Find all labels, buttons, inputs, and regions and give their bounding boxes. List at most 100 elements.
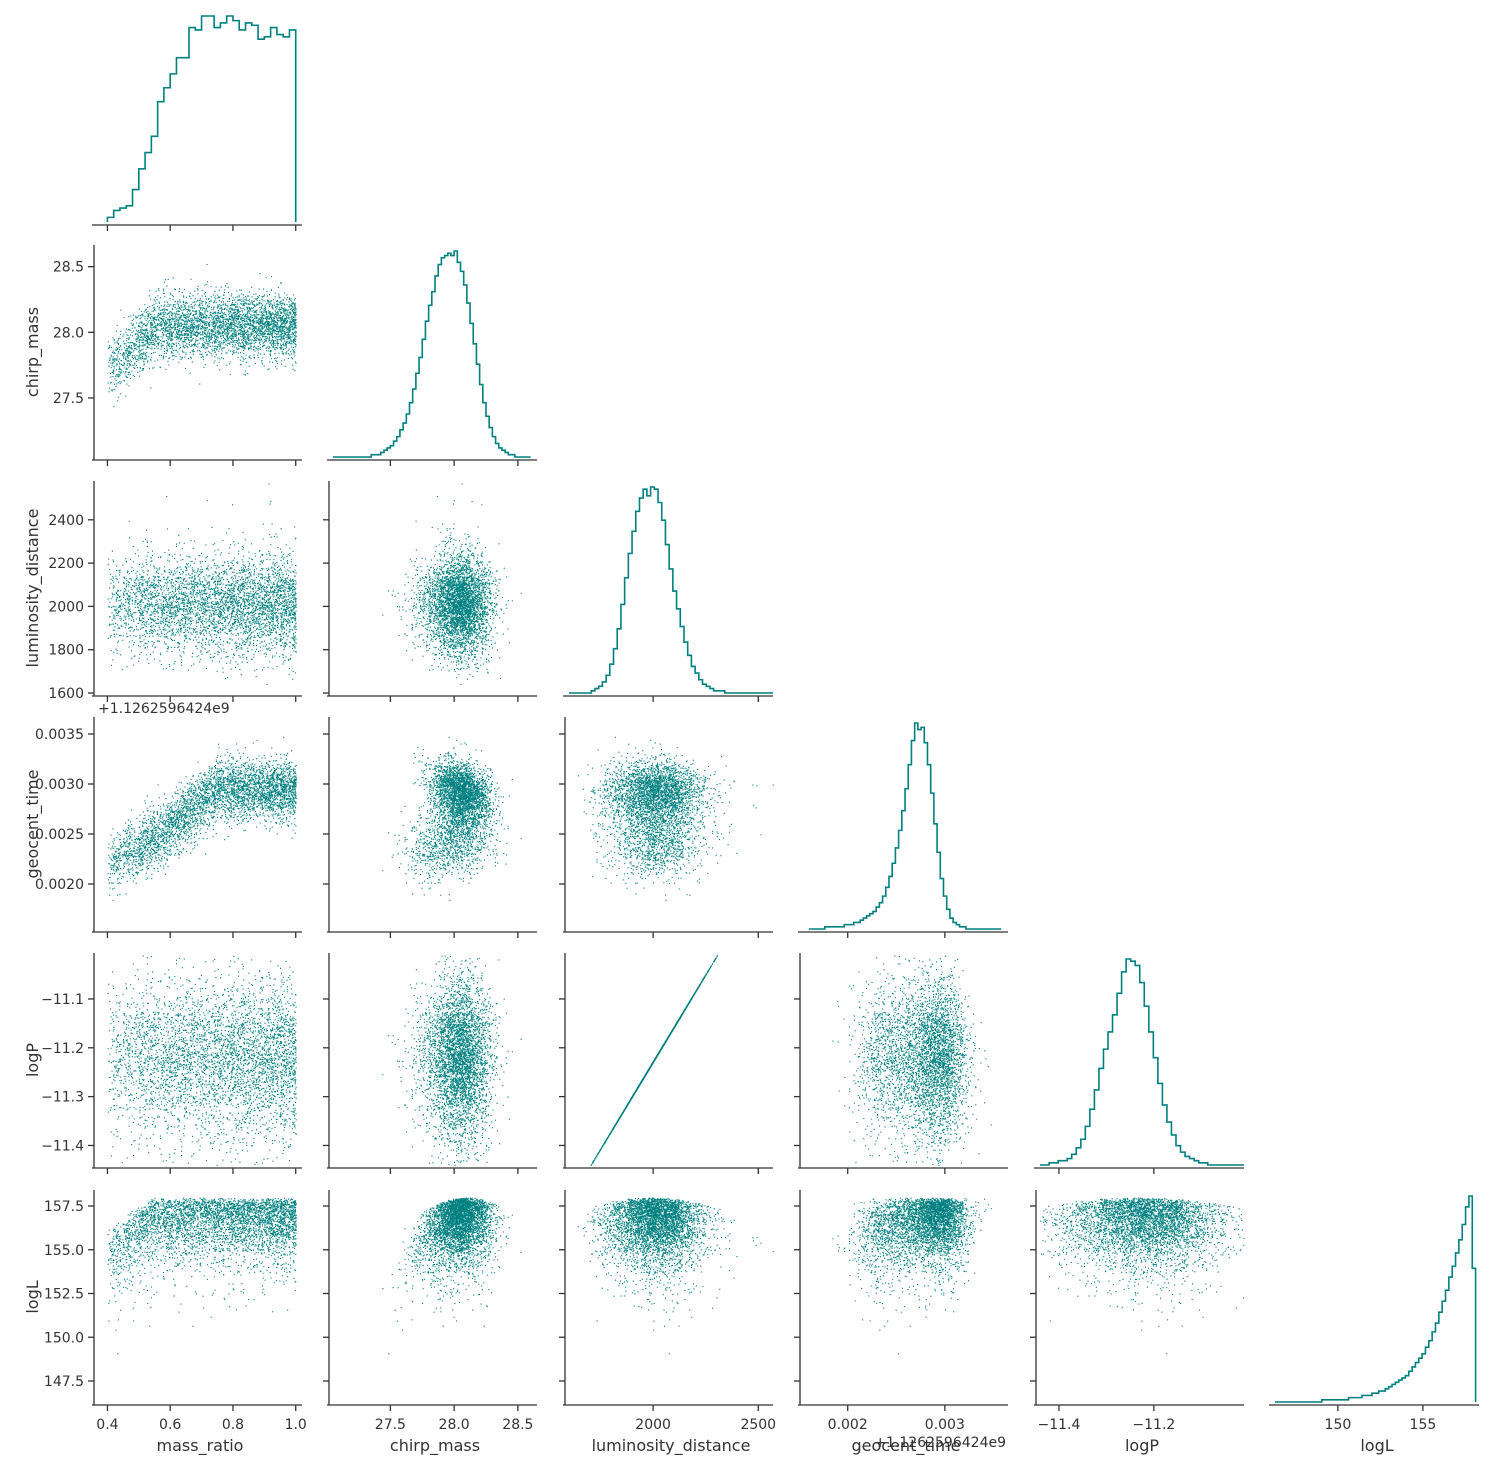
scatter-point [138,358,139,359]
scatter-point [119,349,120,350]
scatter-point [293,294,294,295]
scatter-point [260,335,261,336]
scatter-point [197,288,198,289]
scatter-point [293,347,294,348]
scatter-point [284,359,285,360]
scatter-point [256,322,257,323]
scatter-point [233,338,234,339]
scatter-point [132,355,133,356]
scatter-point [295,333,296,334]
scatter-point [182,306,183,307]
scatter-point [114,342,115,343]
scatter-point [175,334,176,335]
scatter-point [134,355,135,356]
scatter-point [178,337,179,338]
scatter-point [146,352,147,353]
scatter-point [270,354,271,355]
scatter-point [135,316,136,317]
scatter-point [257,322,258,323]
scatter-point [291,347,292,348]
scatter-point [244,334,245,335]
scatter-point [142,333,143,334]
scatter-point [292,328,293,329]
scatter-point [237,296,238,297]
scatter-point [199,350,200,351]
scatter-point [167,338,168,339]
scatter-point [173,299,174,300]
scatter-point [206,319,207,320]
scatter-point [251,308,252,309]
scatter-point [238,338,239,339]
scatter-point [280,344,281,345]
scatter-point [286,347,287,348]
scatter-point [214,335,215,336]
scatter-point [158,329,159,330]
scatter-point [157,338,158,339]
scatter-point [183,345,184,346]
scatter-point [154,348,155,349]
scatter-point [151,320,152,321]
scatter-point [198,328,199,329]
scatter-point [211,355,212,356]
scatter-point [266,348,267,349]
scatter-point [248,331,249,332]
scatter-point [205,352,206,353]
scatter-point [118,376,119,377]
scatter-point [178,323,179,324]
scatter-point [245,374,246,375]
scatter-point [210,346,211,347]
scatter-point [202,301,203,302]
scatter-point [257,298,258,299]
scatter-point [211,286,212,287]
scatter-point [284,345,285,346]
scatter-point [286,351,287,352]
scatter-point [188,309,189,310]
scatter-point [236,326,237,327]
scatter-point [195,301,196,302]
scatter-point [215,320,216,321]
scatter-point [190,318,191,319]
scatter-point [266,350,267,351]
scatter-point [239,289,240,290]
scatter-point [274,332,275,333]
scatter-point [273,320,274,321]
scatter-point [182,312,183,313]
scatter-point [247,373,248,374]
scatter-point [210,342,211,343]
scatter-point [155,303,156,304]
scatter-point [204,293,205,294]
scatter-point [240,360,241,361]
scatter-point [154,314,155,315]
scatter-point [176,350,177,351]
scatter-point [281,337,282,338]
scatter-point [119,376,120,377]
scatter-point [217,322,218,323]
scatter-point [284,313,285,314]
scatter-point [275,345,276,346]
scatter-point [172,343,173,344]
scatter-point [146,320,147,321]
scatter-point [117,400,118,401]
scatter-point [225,303,226,304]
scatter-point [164,308,165,309]
scatter-point [211,315,212,316]
scatter-point [204,308,205,309]
scatter-point [238,349,239,350]
scatter-point [289,319,290,320]
scatter-point [147,323,148,324]
scatter-point [130,348,131,349]
scatter-point [268,350,269,351]
scatter-point [214,338,215,339]
scatter-point [280,336,281,337]
scatter-point [135,339,136,340]
scatter-point [206,339,207,340]
scatter-point [256,317,257,318]
scatter-point [121,349,122,350]
scatter-point [288,329,289,330]
scatter-point [261,321,262,322]
scatter-point [279,339,280,340]
scatter-point [179,348,180,349]
scatter-point [139,376,140,377]
scatter-point [163,356,164,357]
scatter-point [255,342,256,343]
